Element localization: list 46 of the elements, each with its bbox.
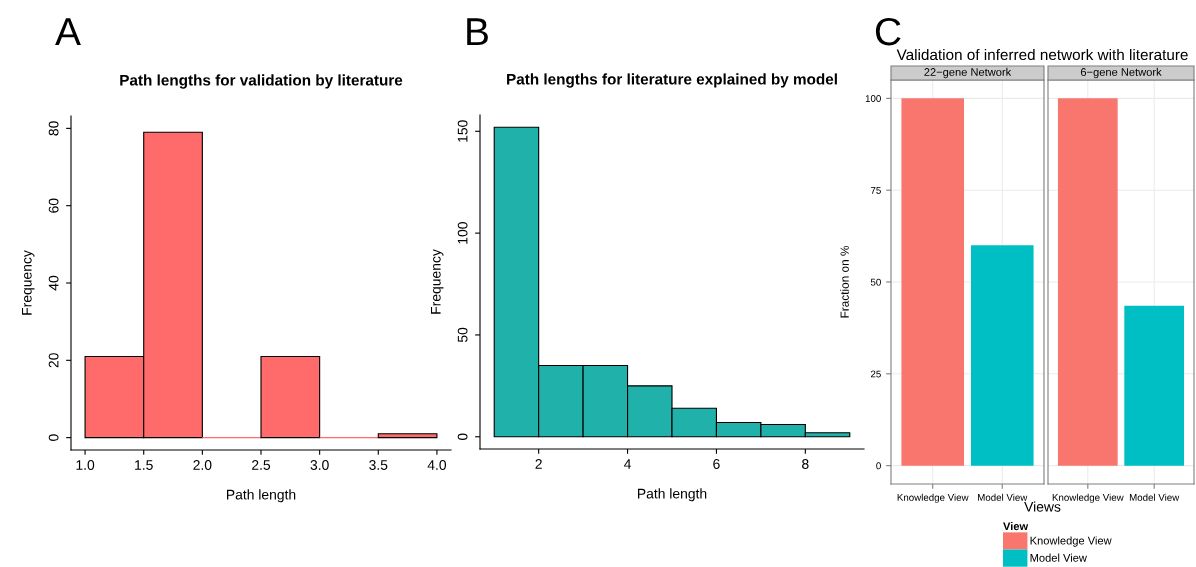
- y-tick-label: 60: [48, 198, 59, 213]
- x-tick-label: 2.0: [193, 460, 212, 470]
- legend-label: Knowledge View: [1030, 536, 1112, 547]
- y-tick-label: 80: [48, 121, 59, 136]
- x-tick-label: 4: [624, 459, 632, 469]
- x-tick-label: Model View: [1129, 493, 1180, 501]
- legend-title: View: [1003, 522, 1029, 531]
- y-axis-title: Frequency: [431, 249, 444, 314]
- x-tick-label: 1.0: [76, 460, 95, 470]
- chart-title: Path lengths for literature explained by model: [507, 73, 837, 88]
- y-tick-label: 40: [48, 275, 59, 291]
- x-tick-label: 2: [535, 459, 542, 469]
- x-tick-label: 1.5: [135, 460, 153, 470]
- y-tick-label: 100: [865, 95, 881, 102]
- y-tick-label: 50: [870, 278, 881, 286]
- chart-title: Path lengths for validation by literature: [120, 74, 403, 89]
- y-axis-title: Frequency: [22, 250, 35, 315]
- x-tick-label: 3.5: [369, 460, 388, 470]
- y-tick-label: 0: [876, 462, 881, 470]
- x-tick-label: 8: [802, 459, 809, 469]
- x-tick-label: 4.0: [427, 460, 447, 470]
- y-tick-label: 0: [48, 434, 59, 441]
- x-tick-label: Model View: [978, 493, 1028, 501]
- y-tick-label: 20: [48, 353, 59, 368]
- x-axis-title: Path length: [638, 488, 707, 502]
- legend-label: Model View: [1030, 553, 1087, 562]
- chart-subtitle: 6−gene Network: [1080, 67, 1162, 79]
- x-tick-label: 3.0: [310, 460, 329, 470]
- x-tick-label: 2.5: [252, 460, 271, 470]
- y-axis-title: Fraction on %: [840, 246, 849, 318]
- y-tick-label: 50: [457, 327, 468, 343]
- x-tick-label: 6: [713, 459, 720, 469]
- chart-subtitle: 22−gene Network: [924, 67, 1012, 79]
- y-tick-label: 25: [870, 370, 881, 378]
- y-tick-label: 75: [870, 187, 881, 194]
- text: A: [55, 18, 81, 46]
- x-axis-title: Views: [1024, 501, 1061, 512]
- x-axis-title: Path length: [227, 489, 296, 503]
- chart-title: Validation of inferred network with literature: [896, 48, 1188, 61]
- text: C: [875, 17, 901, 46]
- y-tick-label: 150: [457, 120, 468, 142]
- x-tick-label: Knowledge View: [897, 493, 969, 503]
- y-tick-label: 0: [457, 433, 468, 441]
- x-tick-label: Knowledge View: [1052, 493, 1124, 503]
- y-tick-label: 100: [457, 222, 468, 244]
- text: B: [467, 18, 488, 46]
